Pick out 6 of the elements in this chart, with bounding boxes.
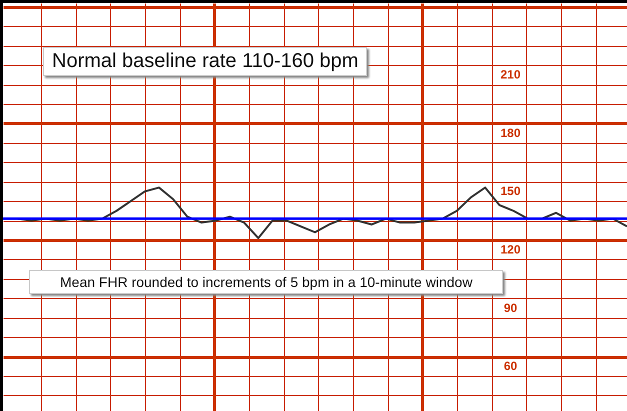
y-tick-label: 150 xyxy=(500,184,521,198)
y-tick-label: 120 xyxy=(500,242,521,257)
y-tick-label: 90 xyxy=(504,300,518,315)
y-tick-label: 210 xyxy=(500,68,521,82)
y-tick-label: 180 xyxy=(500,126,521,140)
y-tick-label: 60 xyxy=(504,359,518,374)
